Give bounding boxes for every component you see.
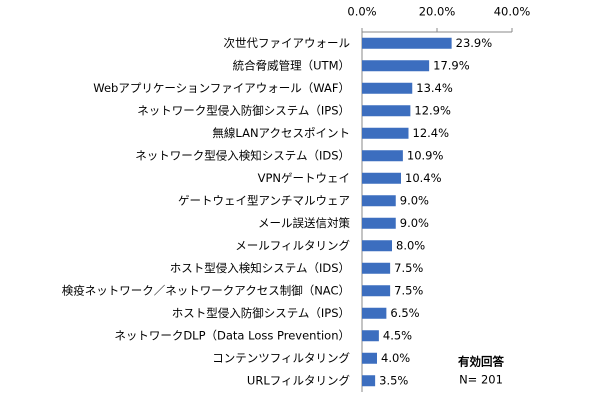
bar [362, 262, 391, 274]
note: N= 201 [459, 373, 503, 387]
bar [362, 240, 392, 252]
category-label: 次世代ファイアウォール [224, 36, 351, 50]
bar [362, 375, 376, 387]
category-label: メールフィルタリング [235, 238, 350, 252]
value-label: 4.0% [381, 351, 410, 365]
value-label: 10.9% [407, 148, 444, 162]
bar [362, 82, 413, 94]
value-label: 8.0% [396, 238, 425, 252]
bar [362, 217, 396, 229]
x-tick-label: 40.0% [494, 5, 531, 19]
category-label: Webアプリケーションファイアウォール（WAF） [93, 81, 350, 95]
category-label: VPNゲートウェイ [258, 171, 350, 185]
value-label: 4.5% [383, 328, 412, 342]
value-label: 23.9% [456, 36, 493, 50]
bar [362, 172, 401, 184]
bar [362, 285, 391, 297]
category-label: ネットワーク型侵入検知システム（IDS） [135, 148, 350, 162]
value-label: 17.9% [433, 58, 470, 72]
bar [362, 330, 379, 342]
bar [362, 127, 409, 139]
value-label: 7.5% [394, 261, 423, 275]
x-tick-label: 20.0% [419, 5, 456, 19]
bar [362, 195, 396, 207]
category-label: 検疫ネットワーク／ネットワークアクセス制御（NAC） [62, 283, 350, 297]
category-label: 統合脅威管理（UTM） [233, 58, 350, 72]
value-label: 7.5% [394, 283, 423, 297]
value-label: 12.9% [414, 103, 451, 117]
category-label: ホスト型侵入検知システム（IDS） [170, 261, 350, 275]
category-label: URLフィルタリング [247, 373, 351, 387]
note-title: 有効回答 [458, 355, 504, 369]
value-label: 9.0% [400, 193, 429, 207]
bar [362, 37, 452, 49]
category-label: 無線LANアクセスポイント [212, 126, 350, 140]
bar [362, 105, 411, 117]
category-label: メール誤送信対策 [258, 216, 350, 230]
x-tick-label: 0.0% [347, 5, 376, 19]
value-label: 10.4% [405, 171, 442, 185]
category-label: ホスト型侵入防御システム（IPS） [172, 306, 350, 320]
category-label: ネットワーク型侵入防御システム（IPS） [137, 103, 350, 117]
bar [362, 60, 430, 72]
bar [362, 352, 377, 364]
category-label: ネットワークDLP（Data Loss Prevention） [114, 328, 350, 342]
value-label: 6.5% [390, 306, 419, 320]
category-label: ゲートウェイ型アンチマルウェア [178, 193, 350, 207]
bar [362, 150, 403, 162]
bar [362, 307, 387, 319]
value-label: 3.5% [379, 373, 408, 387]
value-label: 13.4% [416, 81, 453, 95]
category-label: コンテンツフィルタリング [212, 351, 350, 365]
value-label: 12.4% [413, 126, 450, 140]
value-label: 9.0% [400, 216, 429, 230]
